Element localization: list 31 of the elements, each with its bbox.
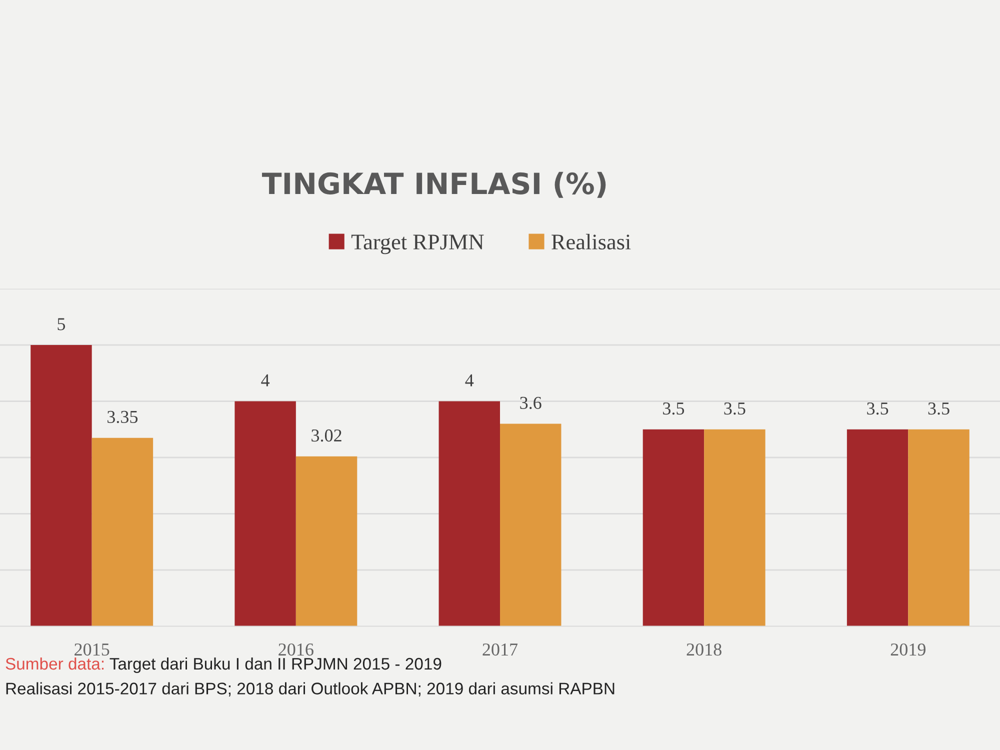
- bar: [500, 424, 562, 626]
- legend-label: Realisasi: [552, 234, 631, 250]
- bar: [642, 429, 704, 626]
- bar: [438, 401, 500, 626]
- data-label: 3.5: [663, 402, 684, 415]
- data-label: 4: [261, 374, 270, 386]
- x-tick-label: 2016: [278, 643, 314, 656]
- data-label: 5: [58, 318, 66, 330]
- x-tick-label: 2019: [890, 643, 926, 656]
- data-label: 3.5: [928, 402, 950, 415]
- text: Sumber data:: [6, 657, 104, 670]
- legend-label: Target RPJMN: [351, 234, 484, 254]
- bar: [296, 456, 358, 626]
- x-tick-label: 2017: [482, 643, 518, 656]
- x-tick-label: 2015: [74, 643, 110, 656]
- chart-title: TINGKAT INFLASI (%): [262, 172, 606, 198]
- data-label: 4: [465, 374, 474, 386]
- data-label: 3.5: [724, 402, 746, 415]
- data-label: 3.35: [108, 410, 138, 424]
- text: Target dari Buku I dan II RPJMN 2015 - 2019: [110, 657, 442, 674]
- data-label: 3.02: [312, 429, 342, 442]
- data-label: 3.5: [867, 402, 888, 415]
- bar: [908, 429, 970, 626]
- bar: [846, 429, 908, 626]
- bar: [704, 429, 766, 626]
- x-tick-label: 2018: [686, 643, 722, 656]
- data-label: 3.6: [520, 396, 542, 410]
- bar: [234, 401, 296, 626]
- bar: [92, 438, 154, 626]
- text: Realisasi 2015-2017 dari BPS; 2018 dari Outlook APBN; 2019 dari asumsi RAPBN: [6, 682, 614, 696]
- bar: [30, 345, 92, 626]
